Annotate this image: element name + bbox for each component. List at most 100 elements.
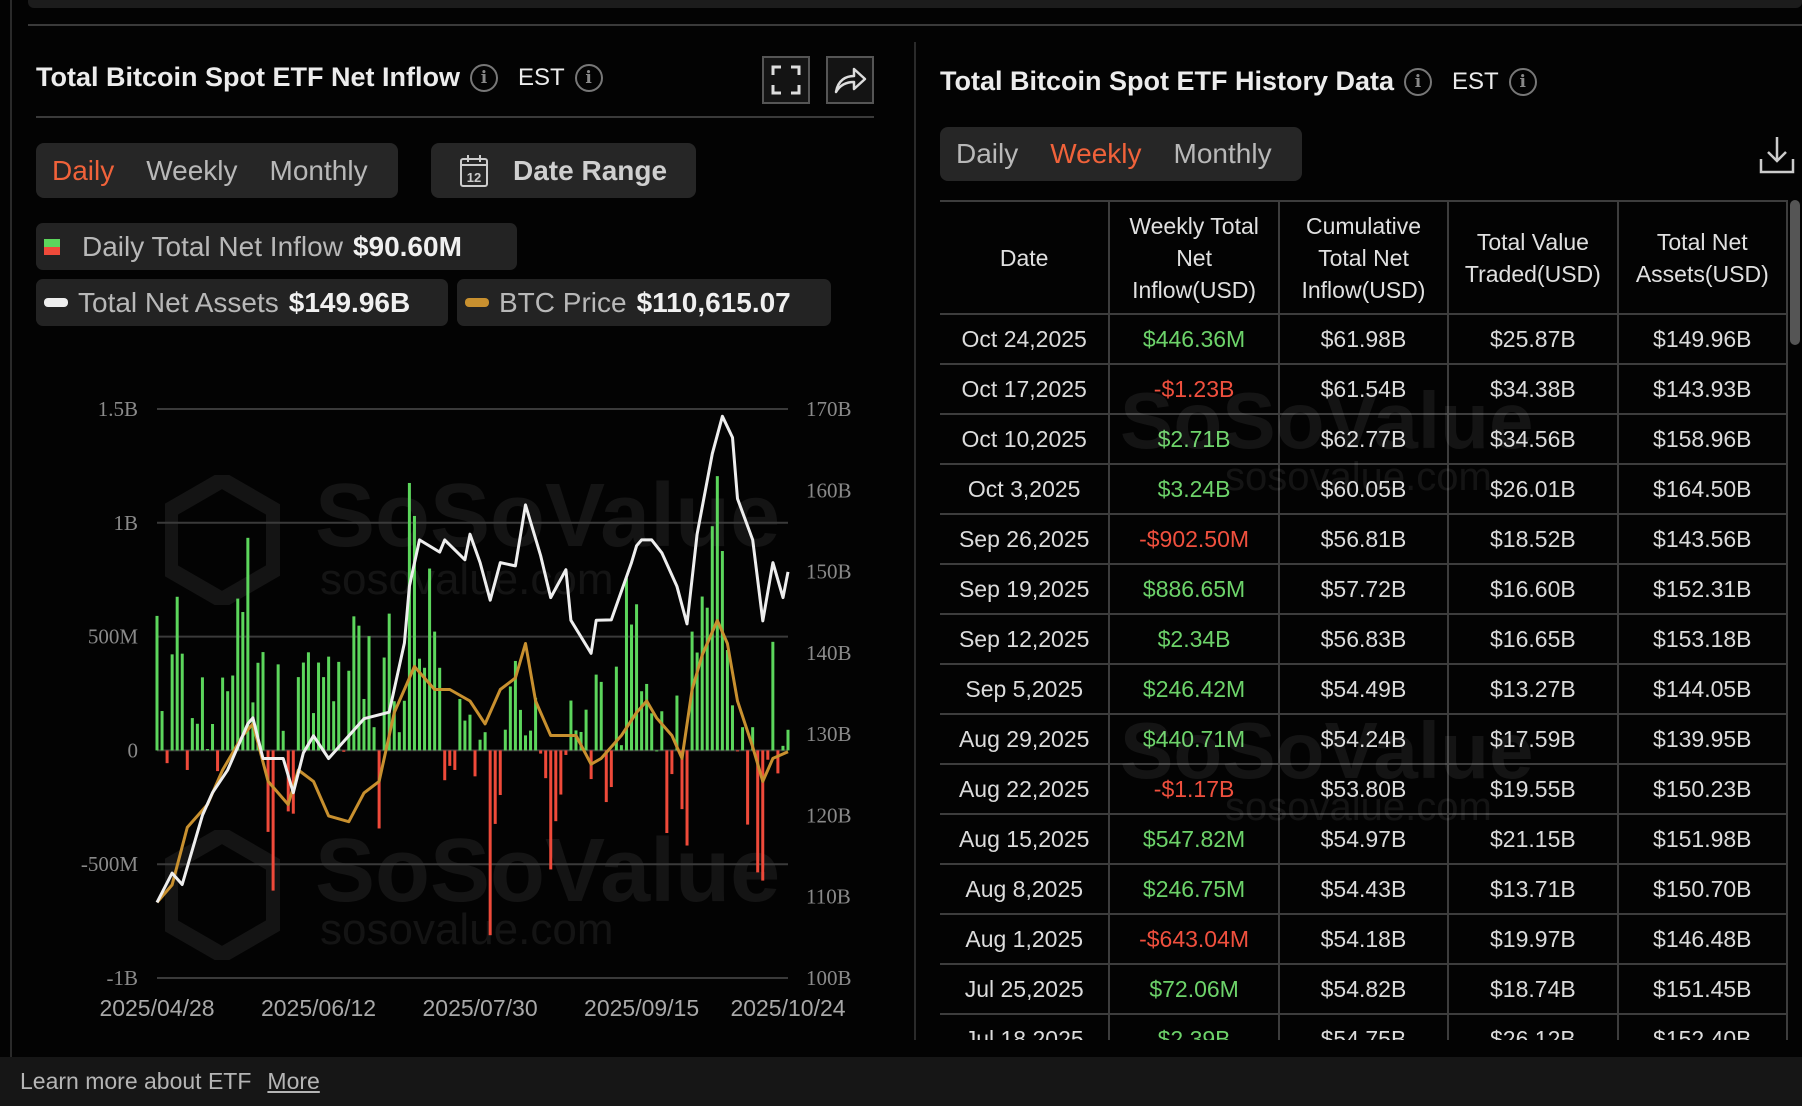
cell-traded: $13.27B xyxy=(1447,663,1619,715)
info-icon[interactable]: i xyxy=(469,63,498,92)
tab-monthly[interactable]: Monthly xyxy=(269,154,368,186)
table-row[interactable]: Sep 19,2025 $886.65M $57.72B $16.60B $152.31… xyxy=(940,563,1788,615)
date-range-button[interactable]: 12 Date Range xyxy=(431,143,696,198)
table-scrollbar[interactable] xyxy=(1790,200,1800,345)
download-icon[interactable] xyxy=(1758,135,1796,175)
y-left-tick-label: 500M xyxy=(88,625,139,649)
table-row[interactable]: Oct 10,2025 $2.71B $62.77B $34.56B $158.96B xyxy=(940,413,1788,465)
cell-inflow: -$1.23B xyxy=(1108,363,1280,415)
column-header: Date xyxy=(940,200,1111,315)
cell-cumulative: $54.18B xyxy=(1277,913,1450,965)
inflow-bar xyxy=(478,739,482,751)
y-left-tick-label: 0 xyxy=(128,738,139,762)
inflow-bar xyxy=(256,662,260,751)
inflow-bar xyxy=(508,686,512,751)
table-row[interactable]: Oct 3,2025 $3.24B $60.05B $26.01B $164.50B xyxy=(940,463,1788,515)
inflow-bar xyxy=(594,674,598,751)
inflow-bar xyxy=(725,650,729,751)
cell-assets: $146.48B xyxy=(1616,913,1788,965)
history-table-container[interactable]: Date Weekly Total Net Inflow(USD) Cumulati… xyxy=(940,200,1788,1040)
legend-daily-inflow[interactable]: Daily Total Net Inflow $90.60M xyxy=(36,223,517,270)
table-row[interactable]: Sep 26,2025 -$902.50M $56.81B $18.52B $143.5… xyxy=(940,513,1788,565)
inflow-bar xyxy=(675,695,679,751)
inflow-bar xyxy=(473,750,477,777)
table-row[interactable]: Aug 29,2025 $440.71M $54.24B $17.59B $139.95… xyxy=(940,713,1788,765)
inflow-bar xyxy=(730,705,734,751)
more-link[interactable]: More xyxy=(267,1068,320,1094)
inflow-bar xyxy=(271,750,275,891)
legend-swatch xyxy=(44,238,60,255)
column-header: Cumulative Total Net Inflow(USD) xyxy=(1277,200,1450,315)
table-title: Total Bitcoin Spot ETF History Data i ES… xyxy=(940,66,1537,97)
share-button[interactable] xyxy=(826,56,874,104)
legend-value: $90.60M xyxy=(352,230,462,262)
footer: Learn more about ETF More xyxy=(0,1057,1802,1106)
inflow-bar xyxy=(741,727,745,751)
table-row[interactable]: Oct 24,2025 $446.36M $61.98B $25.87B $149.96… xyxy=(940,313,1788,365)
cell-cumulative: $54.75B xyxy=(1277,1013,1450,1040)
cell-traded: $16.60B xyxy=(1447,563,1619,615)
table-row[interactable]: Jul 18,2025 $2.39B $54.75B $26.12B $152.40B xyxy=(940,1013,1788,1040)
tab-weekly[interactable]: Weekly xyxy=(146,154,238,186)
cell-cumulative: $60.05B xyxy=(1277,463,1450,515)
y-right-tick-label: 100B xyxy=(806,966,852,990)
tab-daily[interactable]: Daily xyxy=(956,138,1019,169)
table-row[interactable]: Aug 1,2025 -$643.04M $54.18B $19.97B $146.48… xyxy=(940,913,1788,965)
table-row[interactable]: Aug 22,2025 -$1.17B $53.80B $19.55B $150.23B xyxy=(940,763,1788,815)
table-row[interactable]: Sep 12,2025 $2.34B $56.83B $16.65B $153.18B xyxy=(940,613,1788,665)
inflow-bar xyxy=(544,750,548,779)
cell-inflow: $2.39B xyxy=(1108,1013,1280,1040)
cell-cumulative: $54.82B xyxy=(1277,963,1450,1015)
divider xyxy=(10,0,12,1057)
cell-traded: $34.38B xyxy=(1447,363,1619,415)
inflow-bar xyxy=(276,664,280,751)
watermark-logo xyxy=(165,475,280,605)
cell-traded: $18.52B xyxy=(1447,513,1619,565)
info-icon[interactable]: i xyxy=(1404,67,1433,96)
legend-net-assets[interactable]: Total Net Assets $149.96B xyxy=(36,279,448,326)
x-tick-label: 2025/09/15 xyxy=(584,995,699,1021)
inflow-bar xyxy=(216,750,220,772)
cell-assets: $158.96B xyxy=(1616,413,1788,465)
inflow-bar xyxy=(670,750,674,775)
inflow-bar xyxy=(463,720,467,751)
cell-cumulative: $57.72B xyxy=(1277,563,1450,615)
fullscreen-button[interactable] xyxy=(762,56,810,104)
table-row[interactable]: Jul 25,2025 $72.06M $54.82B $18.74B $151.45B xyxy=(940,963,1788,1015)
inflow-bar xyxy=(756,750,760,873)
table-row[interactable]: Sep 5,2025 $246.42M $54.49B $13.27B $144.05B xyxy=(940,663,1788,715)
inflow-bar xyxy=(665,750,669,834)
period-tabs: Daily Weekly Monthly xyxy=(940,127,1302,181)
inflow-bar xyxy=(347,670,351,751)
tab-monthly[interactable]: Monthly xyxy=(1173,138,1272,169)
y-right-tick-label: 140B xyxy=(806,641,852,665)
inflow-bar xyxy=(705,607,709,751)
cell-date: Oct 24,2025 xyxy=(940,313,1111,365)
x-tick-label: 2025/06/12 xyxy=(261,995,376,1021)
tab-weekly[interactable]: Weekly xyxy=(1050,138,1142,169)
cell-assets: $151.45B xyxy=(1616,963,1788,1015)
column-header: Total Net Assets(USD) xyxy=(1616,200,1788,315)
table-row[interactable]: Aug 8,2025 $246.75M $54.43B $13.71B $150.70B xyxy=(940,863,1788,915)
legend-btc-price[interactable]: BTC Price $110,615.07 xyxy=(457,279,831,326)
info-icon[interactable]: i xyxy=(1508,67,1537,96)
table-row[interactable]: Aug 15,2025 $547.82M $54.97B $21.15B $151.98… xyxy=(940,813,1788,865)
history-table: Date Weekly Total Net Inflow(USD) Cumulati… xyxy=(940,200,1788,1040)
inflow-bar xyxy=(609,750,613,788)
inflow-bar xyxy=(619,745,623,751)
inflow-bar xyxy=(574,730,578,751)
cell-inflow: -$1.17B xyxy=(1108,763,1280,815)
cell-assets: $151.98B xyxy=(1616,813,1788,865)
inflow-bar xyxy=(165,750,169,764)
inflow-bar xyxy=(322,677,326,751)
inflow-bar xyxy=(468,714,472,751)
legend-swatch xyxy=(44,298,68,307)
inflow-bar xyxy=(296,677,300,751)
inflow-bar xyxy=(680,750,684,810)
cell-date: Aug 1,2025 xyxy=(940,913,1111,965)
table-row[interactable]: Oct 17,2025 -$1.23B $61.54B $34.38B $143.93B xyxy=(940,363,1788,415)
info-icon[interactable]: i xyxy=(574,63,603,92)
inflow-bar xyxy=(387,613,391,751)
cell-traded: $19.55B xyxy=(1447,763,1619,815)
tab-daily[interactable]: Daily xyxy=(52,154,115,186)
